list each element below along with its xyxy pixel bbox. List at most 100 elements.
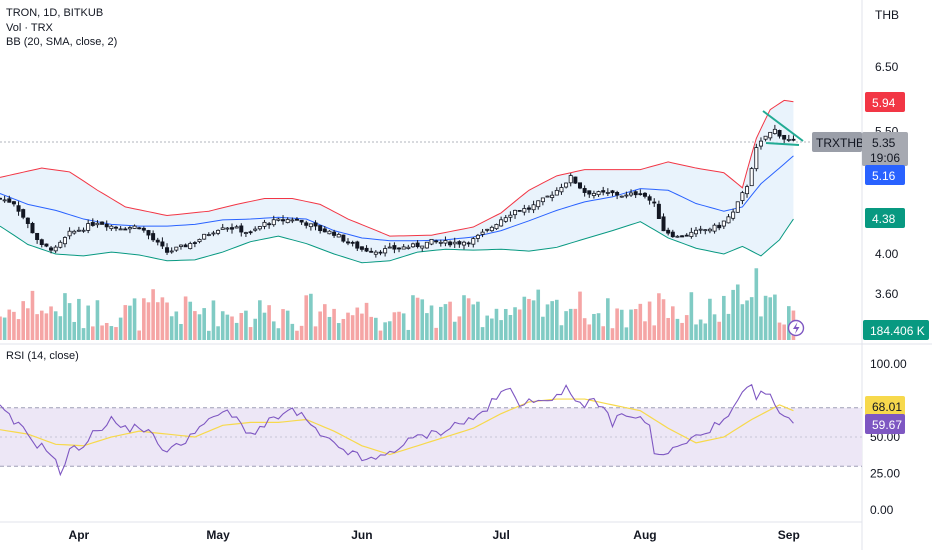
volume-bar xyxy=(522,296,527,340)
volume-bar xyxy=(415,297,420,340)
volume-bar xyxy=(689,292,694,340)
volume-bar xyxy=(86,305,90,340)
volume-bar xyxy=(684,315,689,340)
volume-bar xyxy=(675,318,680,340)
volume-bar xyxy=(267,305,271,340)
candle-body xyxy=(578,182,583,189)
volume-bar xyxy=(680,322,684,340)
candle-body xyxy=(517,210,522,212)
volume-bar xyxy=(531,300,536,340)
volume-bar xyxy=(53,311,58,340)
volume-bar xyxy=(364,302,369,340)
candle-body xyxy=(698,228,703,231)
candle-body xyxy=(424,241,429,249)
volume-bar xyxy=(155,302,160,340)
candles xyxy=(0,124,796,258)
candle-body xyxy=(443,240,448,244)
candle-body xyxy=(526,207,531,210)
volume-bar xyxy=(536,289,541,340)
candle-body xyxy=(670,231,675,238)
volume-bar xyxy=(592,313,596,340)
candle-body xyxy=(53,246,58,252)
volume-bar xyxy=(299,325,304,340)
candle-body xyxy=(0,197,3,200)
rsi-tick-label: 25.00 xyxy=(870,467,900,481)
candle-body xyxy=(475,234,480,239)
rsi-lines xyxy=(0,383,794,477)
time-axis[interactable]: Apr May Jun Jul Aug Sep xyxy=(69,528,800,542)
candle-body xyxy=(406,246,411,249)
volume-bar xyxy=(49,306,53,340)
volume-bar xyxy=(513,307,517,340)
volume-bar xyxy=(671,306,675,340)
volume-bar xyxy=(109,326,114,340)
candle-body xyxy=(768,131,773,139)
candle-body xyxy=(183,244,188,248)
legend-bb[interactable]: BB (20, SMA, close, 2) xyxy=(6,36,118,48)
rsi-line xyxy=(0,383,794,477)
candle-body xyxy=(285,219,290,224)
volume-bar xyxy=(397,311,401,340)
candle-body xyxy=(188,243,193,250)
volume-bar xyxy=(290,323,295,340)
candle-body xyxy=(276,218,281,221)
candle-body xyxy=(652,201,657,204)
trendline-lower[interactable] xyxy=(765,142,800,146)
volume-bar xyxy=(271,321,276,340)
volume-bar xyxy=(763,295,768,340)
tag-last-price: 5.35 19:06 xyxy=(862,132,908,166)
volume-bar xyxy=(313,326,318,340)
symbol-label: TRXTHB xyxy=(816,136,864,150)
candle-body xyxy=(489,226,494,232)
candle-body xyxy=(438,241,443,244)
volume-bar xyxy=(30,290,35,340)
trendline-upper[interactable] xyxy=(762,110,804,142)
candle-body xyxy=(165,247,170,253)
candle-body xyxy=(540,197,545,203)
volume-bar xyxy=(420,299,425,340)
candle-body xyxy=(216,229,221,234)
volume-bar xyxy=(629,309,633,340)
volume-bar xyxy=(782,324,786,340)
volume-bar xyxy=(81,328,86,340)
candle-body xyxy=(596,191,601,196)
candle-body xyxy=(62,237,67,245)
candle-body xyxy=(610,190,615,194)
volume-bar xyxy=(661,299,666,340)
volume-bar xyxy=(369,316,373,340)
lightning-icon[interactable] xyxy=(787,319,805,337)
volume-bar xyxy=(787,306,791,340)
candle-body xyxy=(531,204,536,211)
tag-symbol: TRXTHB xyxy=(812,132,864,152)
volume-bar xyxy=(633,309,638,340)
tag-bb-upper: 5.94 xyxy=(865,92,905,112)
volume-bar xyxy=(193,311,197,340)
legend-volume[interactable]: Vol · TRX xyxy=(6,22,53,34)
candle-body xyxy=(721,220,726,227)
tag-rsi-ma: 68.01 xyxy=(865,396,905,416)
candle-body xyxy=(573,176,578,184)
candle-body xyxy=(359,246,364,250)
candle-body xyxy=(661,216,666,232)
rsi-ma-line xyxy=(0,398,794,456)
triangle-drawing[interactable] xyxy=(762,110,804,146)
volume-bar xyxy=(350,315,355,340)
legend-title[interactable]: TRON, 1D, BITKUB xyxy=(6,7,104,19)
volume-bar xyxy=(490,318,494,340)
volume-bar xyxy=(174,311,179,340)
candle-body xyxy=(494,224,499,230)
volume-bar xyxy=(2,317,7,340)
volume-bar xyxy=(216,326,220,340)
legend-rsi[interactable]: RSI (14, close) xyxy=(6,350,79,362)
volume-bar xyxy=(58,316,63,340)
candle-body xyxy=(350,241,355,244)
candle-body xyxy=(308,223,313,228)
candle-body xyxy=(341,234,346,242)
volume-bar xyxy=(95,300,100,340)
candle-body xyxy=(633,191,638,196)
volume-bar xyxy=(151,289,155,340)
candle-body xyxy=(554,189,559,196)
currency-label[interactable]: THB xyxy=(875,8,899,22)
